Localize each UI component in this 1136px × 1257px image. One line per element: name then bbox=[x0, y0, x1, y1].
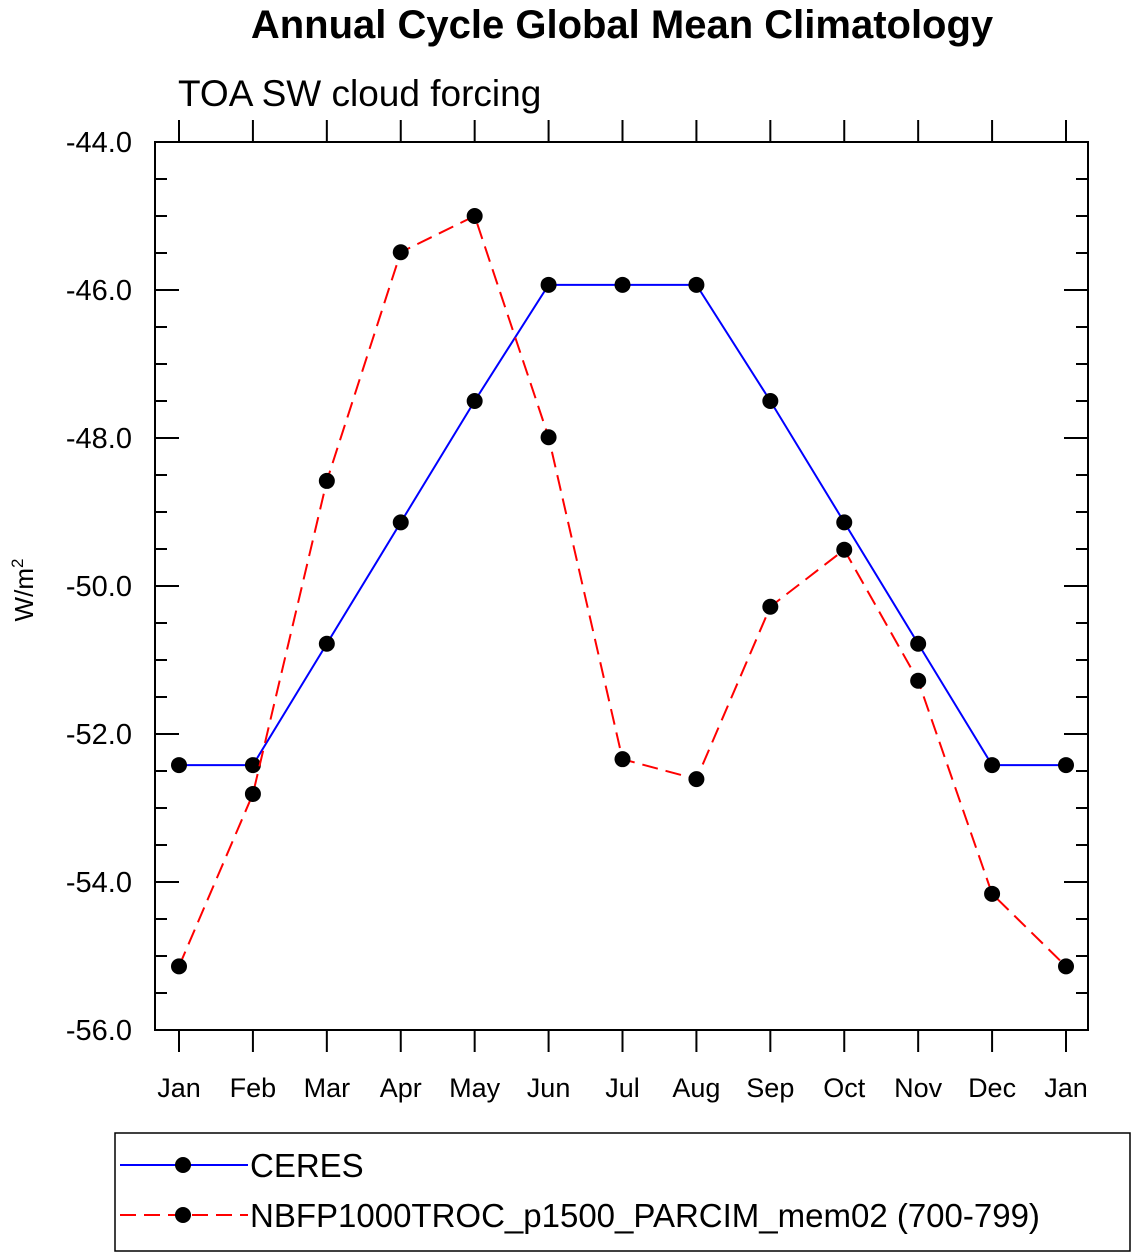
data-point bbox=[762, 598, 779, 615]
data-point bbox=[836, 514, 853, 531]
x-tick-label: Mar bbox=[304, 1073, 351, 1103]
data-point bbox=[318, 472, 335, 489]
x-tick-label: Jun bbox=[527, 1073, 571, 1103]
x-tick-label: Feb bbox=[230, 1073, 277, 1103]
x-tick-label: Dec bbox=[968, 1073, 1016, 1103]
legend-marker bbox=[175, 1207, 191, 1223]
x-tick-label: May bbox=[449, 1073, 501, 1103]
x-tick-label: Nov bbox=[894, 1073, 943, 1103]
data-point bbox=[614, 276, 631, 293]
data-point bbox=[984, 885, 1001, 902]
y-tick-label: -46.0 bbox=[66, 275, 132, 307]
data-point bbox=[836, 541, 853, 558]
x-tick-label: Jul bbox=[605, 1073, 640, 1103]
x-tick-label: Aug bbox=[672, 1073, 720, 1103]
data-point bbox=[318, 635, 335, 652]
data-point bbox=[540, 276, 557, 293]
data-point bbox=[688, 276, 705, 293]
x-tick-label: Sep bbox=[746, 1073, 794, 1103]
data-point bbox=[392, 244, 409, 261]
plot-frame bbox=[154, 141, 1089, 1031]
chart-title: Annual Cycle Global Mean Climatology bbox=[251, 3, 994, 47]
chart-subtitle: TOA SW cloud forcing bbox=[178, 73, 541, 114]
y-tick-label: -54.0 bbox=[66, 867, 132, 899]
data-point bbox=[1058, 757, 1074, 774]
legend-label: NBFP1000TROC_p1500_PARCIM_mem02 (700-799… bbox=[250, 1197, 1040, 1234]
data-point bbox=[540, 429, 557, 446]
y-tick-label: -50.0 bbox=[66, 571, 132, 603]
y-axis-label: W/m2 bbox=[8, 559, 39, 622]
x-tick-label: Jan bbox=[1044, 1073, 1088, 1103]
data-point bbox=[1058, 958, 1074, 975]
y-tick-label: -56.0 bbox=[66, 1015, 132, 1047]
legend-label: CERES bbox=[250, 1147, 364, 1184]
y-tick-label: -48.0 bbox=[66, 423, 132, 455]
data-point bbox=[171, 958, 187, 975]
x-tick-label: Jan bbox=[157, 1073, 201, 1103]
data-point bbox=[466, 208, 483, 224]
data-point bbox=[762, 393, 779, 409]
data-point bbox=[910, 672, 927, 689]
data-point bbox=[688, 771, 705, 788]
x-tick-label: Oct bbox=[823, 1073, 866, 1103]
data-point bbox=[910, 635, 927, 652]
data-point bbox=[244, 757, 261, 774]
y-tick-label: -44.0 bbox=[66, 127, 132, 159]
data-point bbox=[614, 751, 631, 768]
y-tick-label: -52.0 bbox=[66, 719, 132, 751]
series-line bbox=[178, 214, 1067, 968]
legend-box bbox=[114, 1132, 1131, 1252]
data-point bbox=[466, 393, 483, 409]
data-point bbox=[171, 757, 187, 774]
series-line bbox=[179, 283, 1066, 767]
data-point bbox=[984, 757, 1001, 774]
x-tick-label: Apr bbox=[380, 1073, 422, 1103]
data-point bbox=[244, 785, 261, 802]
data-point bbox=[392, 514, 409, 531]
legend-marker bbox=[175, 1157, 191, 1173]
